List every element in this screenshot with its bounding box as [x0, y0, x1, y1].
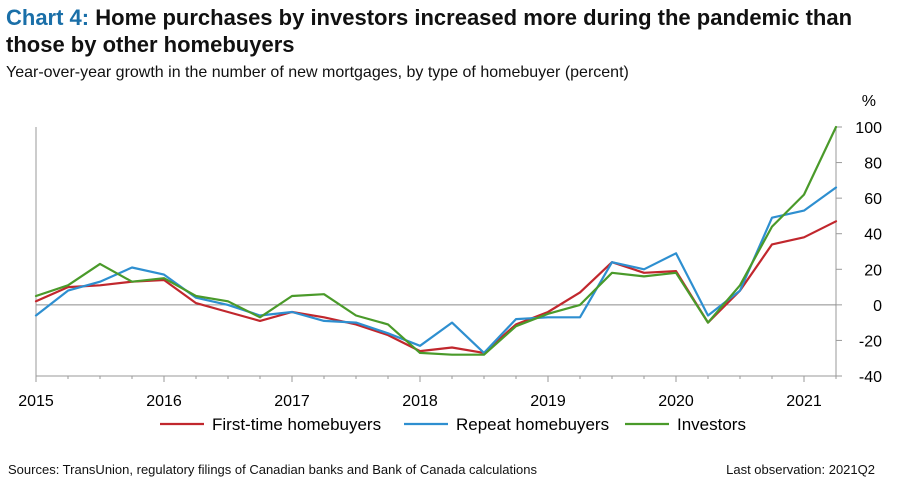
chart-subtitle: Year-over-year growth in the number of n… [6, 64, 629, 81]
legend-investors: Investors [625, 415, 746, 434]
y-tick-label: 80 [864, 156, 882, 173]
legend-label: Repeat homebuyers [456, 415, 609, 434]
repeat-homebuyers-line [34, 186, 838, 354]
y-tick-label: 60 [864, 191, 882, 208]
y-tick-label: 0 [873, 298, 882, 315]
legend-first-time-homebuyers: First-time homebuyers [160, 415, 381, 434]
legend-repeat-homebuyers: Repeat homebuyers [404, 415, 609, 434]
x-tick-label: 2015 [18, 393, 54, 410]
y-axis: 100 80 60 40 20 0 -20 -40 [836, 120, 882, 386]
series-lines [34, 125, 838, 356]
x-tick-label: 2016 [146, 393, 182, 410]
x-axis: 2015 2016 2017 2018 2019 2020 2021 [18, 376, 837, 410]
chart-number: Chart 4: [6, 5, 90, 30]
x-tick-label: 2017 [274, 393, 310, 410]
last-observation-note: Last observation: 2021Q2 [726, 462, 875, 477]
y-tick-label: 40 [864, 227, 882, 244]
legend: First-time homebuyers Repeat homebuyers In… [160, 415, 746, 434]
chart-title: Chart 4: Home purchases by investors inc… [6, 4, 886, 58]
y-tick-label: -40 [859, 369, 882, 386]
legend-label: Investors [677, 415, 746, 434]
y-tick-label: -20 [859, 333, 882, 350]
chart-title-text: Home purchases by investors increased mo… [6, 5, 853, 57]
y-axis-unit-label: % [862, 93, 876, 110]
x-tick-label: 2021 [786, 393, 822, 410]
x-tick-label: 2020 [658, 393, 694, 410]
legend-label: First-time homebuyers [212, 415, 381, 434]
y-tick-label: 100 [855, 120, 882, 137]
plot-frame [35, 127, 837, 377]
investors-line [34, 125, 838, 356]
x-tick-label: 2019 [530, 393, 566, 410]
y-tick-label: 20 [864, 262, 882, 279]
sources-note: Sources: TransUnion, regulatory filings … [8, 462, 537, 477]
x-tick-label: 2018 [402, 393, 438, 410]
